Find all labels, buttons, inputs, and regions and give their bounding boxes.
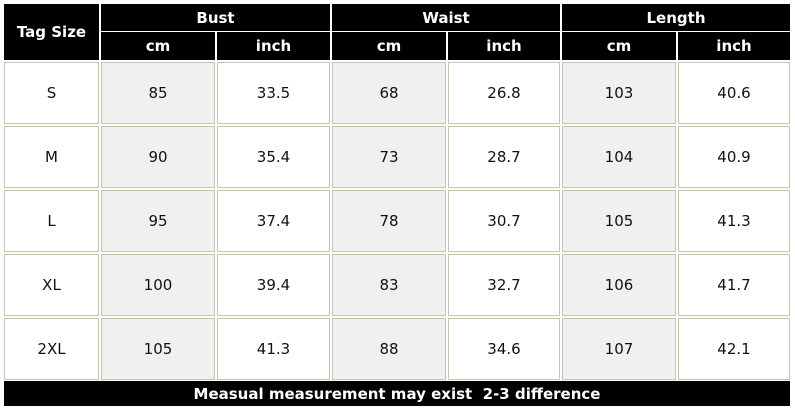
table-cell: 100 <box>101 254 215 316</box>
table-cell: M <box>4 126 99 188</box>
table-cell: 68 <box>332 62 446 124</box>
group-header: Bust <box>101 4 330 31</box>
table-cell: 40.6 <box>678 62 790 124</box>
table-cell: 41.7 <box>678 254 790 316</box>
table-cell: 106 <box>562 254 676 316</box>
header-cell: Tag Size <box>4 4 99 60</box>
table-cell: 107 <box>562 318 676 380</box>
unit-header: cm <box>332 32 446 60</box>
table-cell: 41.3 <box>678 190 790 252</box>
unit-header: inch <box>217 32 330 60</box>
unit-header: inch <box>448 32 560 60</box>
table-cell: S <box>4 62 99 124</box>
table-cell: XL <box>4 254 99 316</box>
table-cell: 39.4 <box>217 254 330 316</box>
table-cell: 85 <box>101 62 215 124</box>
table-cell: 105 <box>101 318 215 380</box>
table-cell: 33.5 <box>217 62 330 124</box>
table-cell: 34.6 <box>448 318 560 380</box>
table-cell: 28.7 <box>448 126 560 188</box>
table-cell: 32.7 <box>448 254 560 316</box>
table-cell: 41.3 <box>217 318 330 380</box>
group-header: Waist <box>332 4 560 31</box>
table-cell: 37.4 <box>217 190 330 252</box>
table-cell: 95 <box>101 190 215 252</box>
table-cell: 103 <box>562 62 676 124</box>
table-cell: 83 <box>332 254 446 316</box>
table-cell: L <box>4 190 99 252</box>
table-cell: 73 <box>332 126 446 188</box>
unit-header: cm <box>101 32 215 60</box>
group-header: Length <box>562 4 790 31</box>
table-cell: 40.9 <box>678 126 790 188</box>
table-cell: 42.1 <box>678 318 790 380</box>
table-cell: 78 <box>332 190 446 252</box>
unit-header: inch <box>678 32 790 60</box>
table-cell: 90 <box>101 126 215 188</box>
table-cell: 26.8 <box>448 62 560 124</box>
footer-note: Measual measurement may exist 2-3 differ… <box>4 381 790 406</box>
table-cell: 30.7 <box>448 190 560 252</box>
table-cell: 2XL <box>4 318 99 380</box>
table-cell: 88 <box>332 318 446 380</box>
table-cell: 35.4 <box>217 126 330 188</box>
table-cell: 105 <box>562 190 676 252</box>
table-cell: 104 <box>562 126 676 188</box>
unit-header: cm <box>562 32 676 60</box>
